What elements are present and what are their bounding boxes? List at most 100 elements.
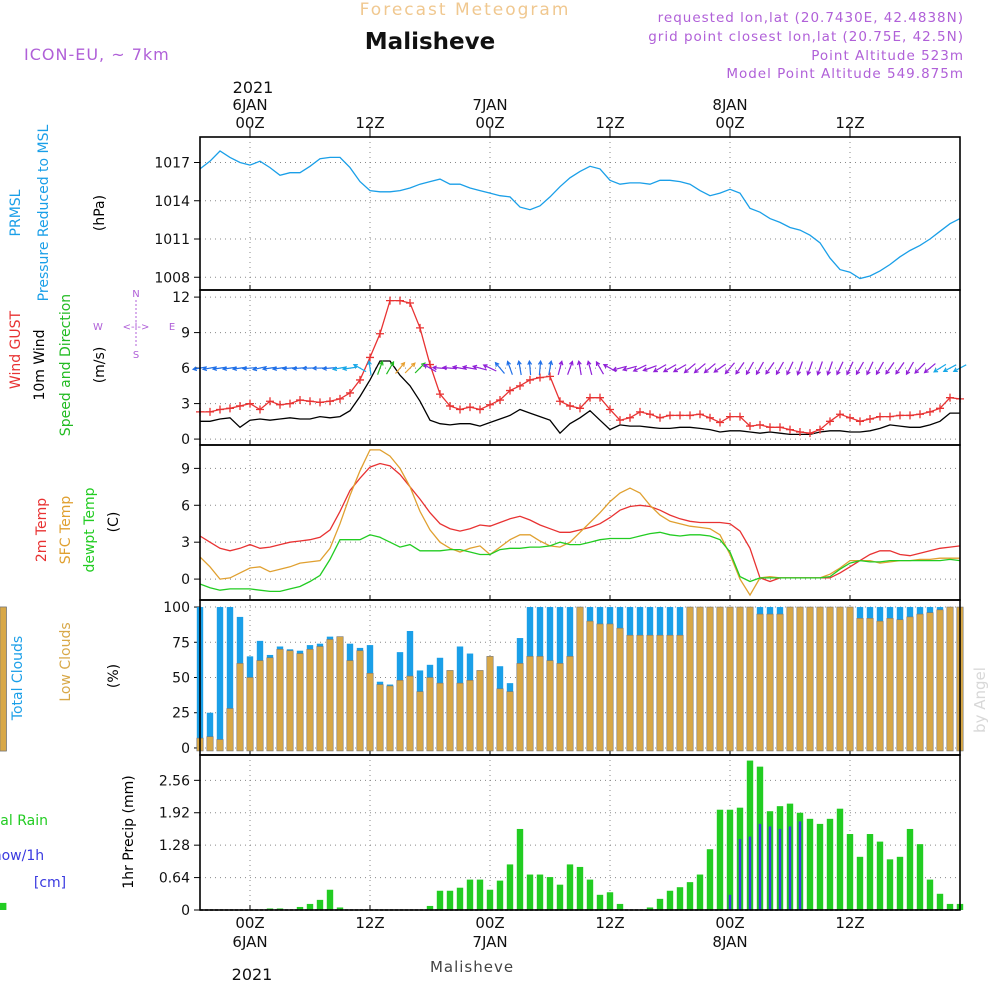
low-cloud-bar — [316, 646, 324, 752]
y-axis-label: (C) — [106, 512, 122, 533]
low-cloud-bar — [256, 660, 264, 752]
wind-direction-arrow — [724, 362, 735, 375]
y-tick-label: 2.56 — [159, 773, 190, 789]
low-cloud-bar — [676, 634, 684, 752]
wind-direction-arrow — [652, 364, 667, 373]
low-cloud-bar — [446, 670, 454, 752]
wind-direction-arrow — [703, 363, 716, 374]
low-cloud-bar — [796, 606, 804, 752]
wind-direction-arrow — [816, 361, 823, 376]
low-cloud-bar — [806, 606, 814, 752]
y-tick-label: 1.28 — [159, 838, 190, 854]
rain-bar — [926, 879, 934, 910]
total-cloud-bar — [226, 607, 234, 751]
low-cloud-bar — [286, 650, 294, 752]
point-altitude: Point Altitude 523m — [811, 48, 964, 64]
gust-marker — [726, 412, 734, 421]
gust-marker — [626, 413, 634, 422]
low-cloud-bar — [696, 606, 704, 752]
gust-marker — [916, 410, 924, 419]
wind-direction-arrow — [567, 360, 574, 375]
low-cloud-bar — [516, 663, 524, 752]
low-cloud-bar — [436, 682, 444, 752]
rain-bar — [936, 893, 944, 910]
gust-marker — [556, 397, 564, 406]
wind-direction-arrow — [632, 364, 647, 372]
rain-bar — [596, 894, 604, 910]
wind-direction-arrow — [642, 365, 657, 372]
panel-pressure: 1008 1011 1014 1017 PRMSL Pressure Reduced to… — [8, 124, 961, 301]
low-cloud-bar — [826, 606, 834, 752]
gust-marker — [506, 386, 514, 395]
gust-marker — [876, 412, 884, 421]
rain-bar — [676, 887, 684, 910]
gust-marker — [226, 404, 234, 413]
gust-marker — [896, 411, 904, 420]
low-cloud-bar — [626, 634, 634, 752]
gust-marker — [276, 400, 284, 409]
top-time-tick-label: 00Z — [475, 114, 504, 132]
wind-direction-arrow — [537, 359, 543, 376]
y-axis-label: Pressure Reduced to MSL — [36, 124, 52, 301]
low-cloud-bar — [726, 606, 734, 752]
low-cloud-bar — [386, 685, 394, 752]
gust-marker — [286, 399, 294, 408]
rain-bar — [296, 906, 304, 910]
y-tick-label: 6 — [181, 498, 190, 514]
low-cloud-bar — [326, 639, 334, 752]
wind-direction-arrow — [422, 363, 437, 373]
rain-bar — [906, 828, 914, 910]
model-name: ICON-EU, ~ 7km — [24, 45, 170, 64]
wind-direction-arrow — [806, 361, 813, 376]
gust-marker — [376, 329, 384, 338]
low-cloud-bar — [816, 606, 824, 752]
wind-direction-arrow — [905, 361, 915, 376]
gust-marker — [856, 417, 864, 426]
bottom-day-label: 7JAN — [472, 933, 507, 951]
low-cloud-bar — [336, 636, 344, 752]
rain-bar — [456, 887, 464, 910]
wind-direction-arrow — [471, 364, 487, 371]
gust-marker — [686, 411, 694, 420]
series-line-prmsl — [199, 150, 961, 280]
y-axis-label: [cm] — [34, 875, 66, 891]
wind-direction-arrow — [836, 361, 844, 376]
gust-marker — [716, 418, 724, 427]
wind-direction-arrow — [895, 362, 905, 375]
low-cloud-bar — [596, 623, 604, 752]
chart-title: Forecast Meteogram — [360, 0, 571, 20]
low-cloud-bar — [636, 634, 644, 752]
low-cloud-bar — [496, 688, 504, 752]
rain-bar — [616, 903, 624, 910]
rain-bar — [556, 884, 564, 910]
rain-bar — [506, 864, 514, 910]
wind-direction-arrow — [482, 364, 497, 372]
low-cloud-bar — [576, 606, 584, 752]
gust-marker — [396, 296, 404, 305]
gust-marker — [546, 372, 554, 381]
series-line-2m-temp — [199, 462, 961, 583]
y-tick-label: 25 — [172, 706, 190, 722]
top-time-tick-label: 12Z — [835, 114, 864, 132]
wind-direction-arrow — [683, 363, 696, 374]
requested-coords: requested lon,lat (20.7430E, 42.4838N) — [658, 10, 964, 26]
y-axis-label: Total Clouds — [10, 636, 26, 721]
low-cloud-bar — [566, 656, 574, 752]
gust-marker — [676, 411, 684, 420]
y-axis-label: PRMSL — [8, 189, 24, 236]
rain-bar — [886, 859, 894, 910]
rain-bar — [696, 874, 704, 910]
snow-bar — [788, 826, 792, 910]
wind-direction-arrow — [942, 364, 957, 372]
compass-center: <-l-> — [123, 322, 150, 333]
wind-direction-arrow — [367, 359, 372, 376]
y-tick-label: 0.64 — [159, 871, 190, 887]
wind-direction-arrow — [735, 362, 745, 375]
low-cloud-bar — [906, 616, 914, 752]
low-cloud-bar — [846, 606, 854, 752]
wind-direction-arrow — [875, 361, 885, 376]
low-cloud-bar — [666, 634, 674, 752]
panel-wind: 0 3 6 9 12 Wind GUST 10m Wind Speed and Directi… — [8, 289, 967, 448]
low-cloud-bar — [586, 620, 594, 752]
series-line-dewpt-temp — [199, 531, 961, 593]
